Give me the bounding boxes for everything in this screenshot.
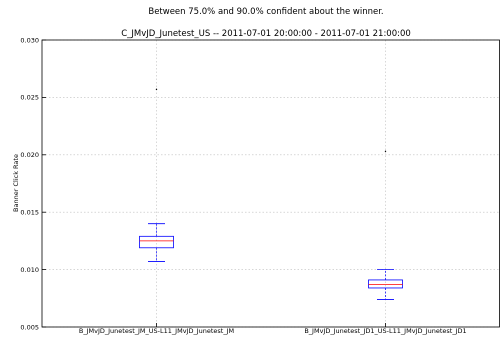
y-tick-label: 0.025 (20, 94, 39, 102)
y-tick-label: 0.020 (20, 151, 39, 159)
iqr-box (139, 235, 174, 249)
iqr-box (368, 279, 403, 289)
y-tick-label: 0.015 (20, 209, 39, 217)
y-tick-label: 0.010 (20, 266, 39, 274)
outlier-point (155, 88, 158, 91)
y-tick-label: 0.005 (20, 323, 39, 331)
y-tick-label: 0.030 (20, 36, 39, 44)
chart-suptitle: Between 75.0% and 90.0% confident about … (148, 7, 383, 17)
x-tick-label: B_JMvJD_Junetest_JD1_US-L11_JMvJD_Junete… (304, 327, 466, 335)
y-axis-label: Banner Click Rate (12, 154, 20, 212)
x-tick-label: B_JMvJD_Junetest_JM_US-L11_JMvJD_Junetes… (79, 327, 234, 335)
plot-area: 0.005 0.010 0.015 0.020 0.025 0.030 B_JMvJD_Ju… (20, 36, 500, 335)
outlier-point (384, 150, 387, 153)
axes-frame (41, 39, 500, 328)
chart-title: C_JMvJD_Junetest_US -- 2011-07-01 20:00:… (121, 29, 411, 39)
